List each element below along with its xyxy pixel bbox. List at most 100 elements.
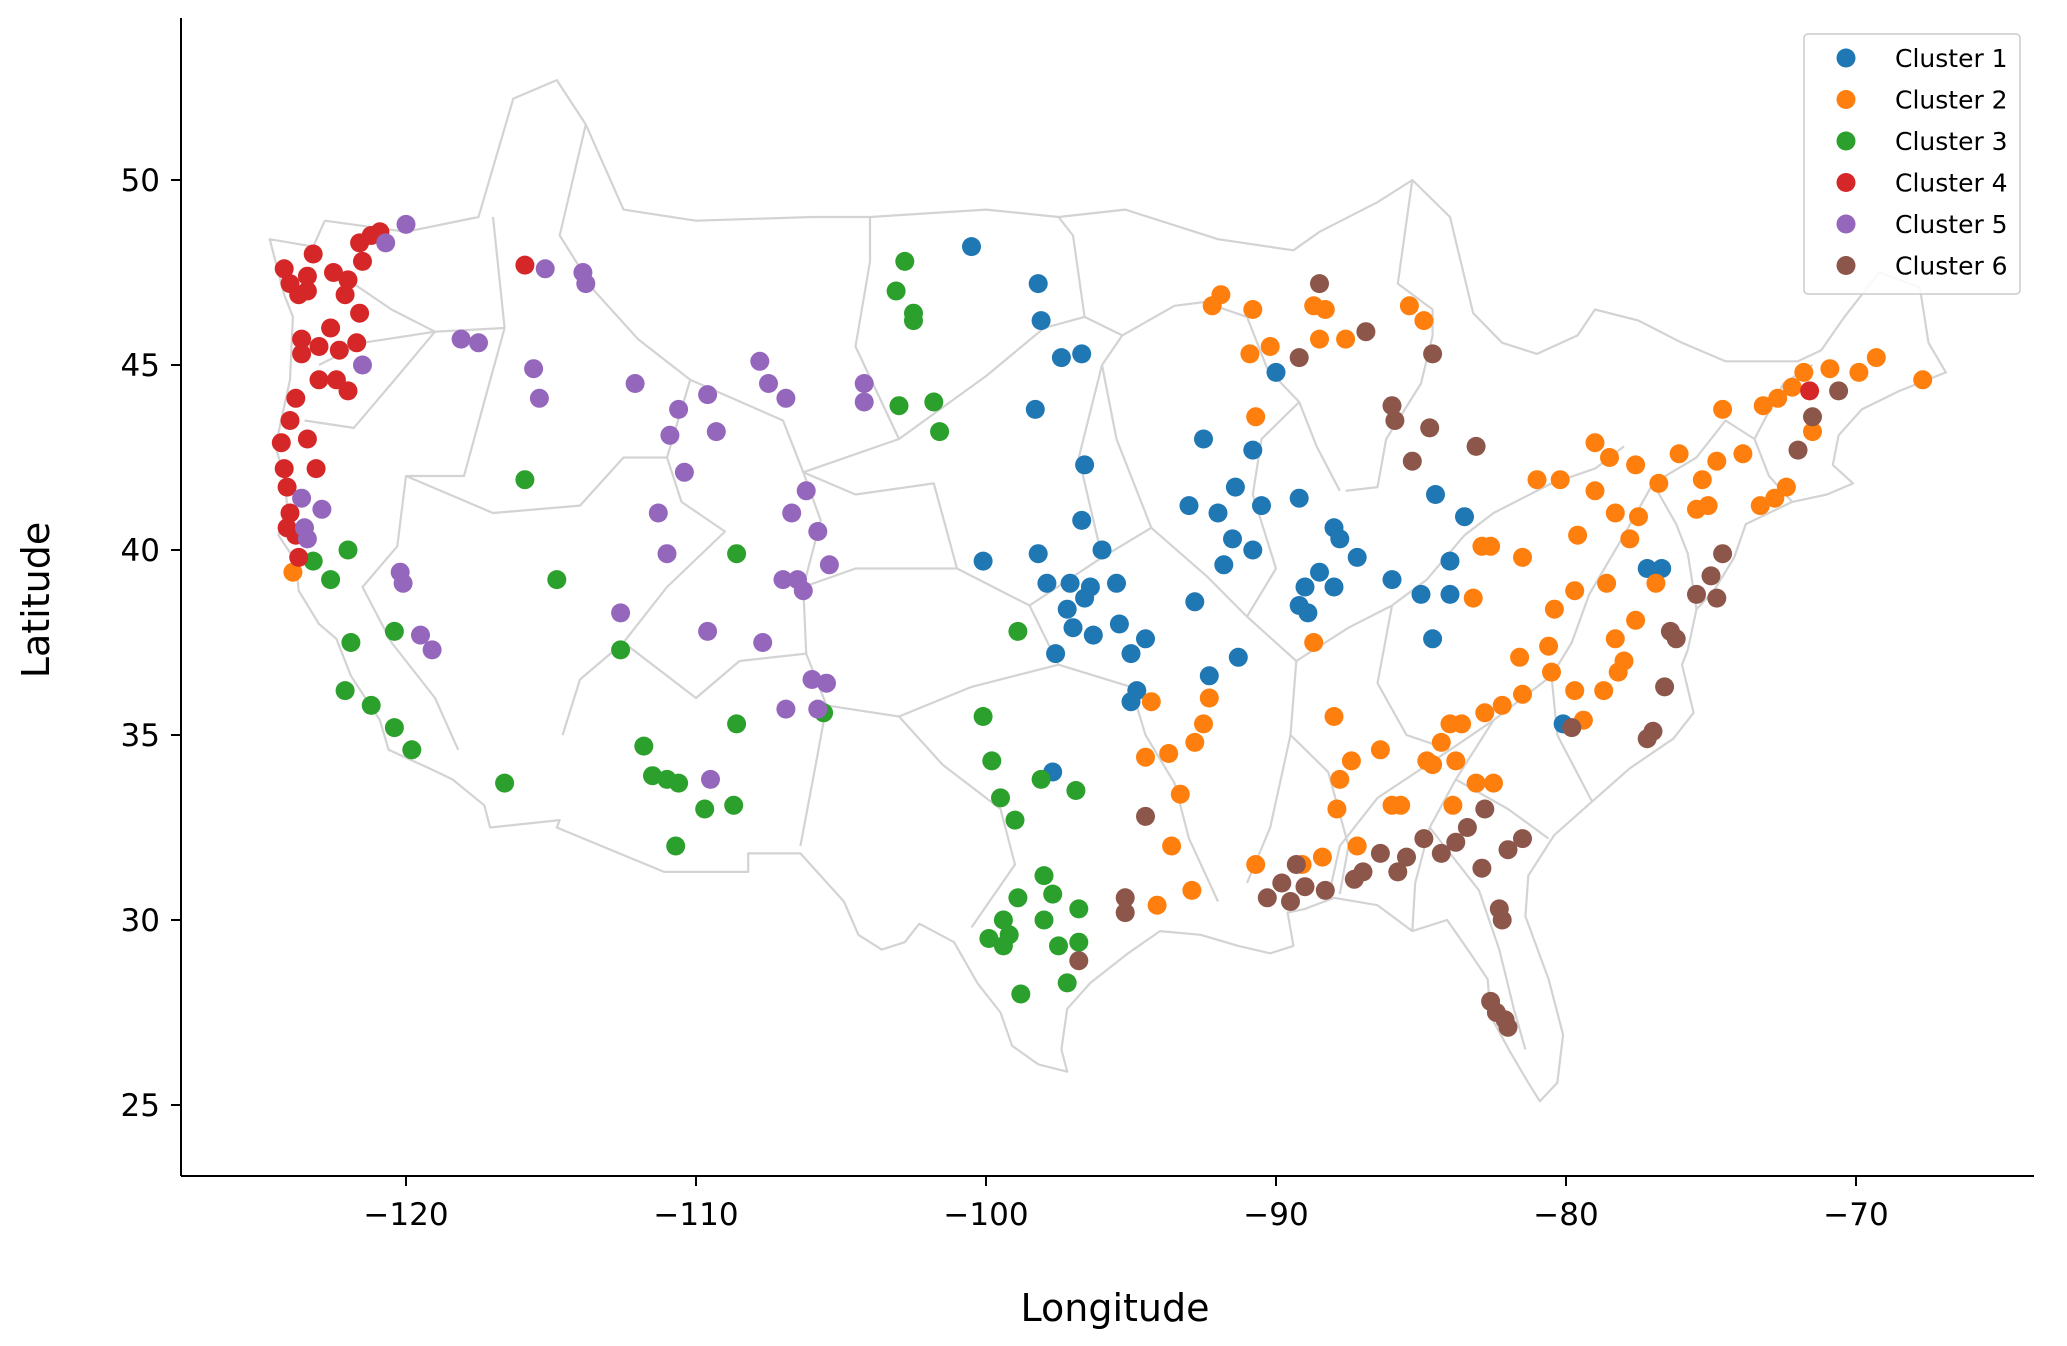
scatter-point-cluster-5: [854, 392, 874, 412]
scatter-point-cluster-3: [999, 925, 1019, 945]
scatter-point-cluster-3: [973, 707, 993, 726]
scatter-point-cluster-3: [321, 570, 341, 590]
scatter-point-cluster-1: [1025, 399, 1045, 419]
scatter-point-cluster-3: [1034, 910, 1054, 930]
legend-label-cluster-6: Cluster 6: [1895, 252, 2008, 281]
scatter-point-cluster-5: [776, 388, 796, 408]
scatter-point-cluster-3: [666, 836, 686, 856]
basemap-boundary: [854, 217, 900, 440]
scatter-point-cluster-3: [993, 910, 1013, 930]
scatter-point-cluster-1: [1092, 540, 1112, 560]
scatter-point-cluster-1: [1652, 559, 1672, 578]
scatter-point-cluster-4: [280, 411, 300, 430]
scatter-point-cluster-1: [1637, 559, 1657, 578]
scatter-point-cluster-5: [648, 503, 668, 523]
scatter-point-cluster-4: [297, 429, 317, 449]
legend-label-cluster-4: Cluster 4: [1895, 169, 2008, 198]
scatter-point-cluster-4: [289, 547, 309, 567]
scatter-point-cluster-1: [1440, 551, 1460, 571]
scatter-point-cluster-1: [1028, 274, 1048, 294]
scatter-point-cluster-1: [1214, 555, 1234, 575]
scatter-point-cluster-2: [1162, 836, 1182, 856]
scatter-point-cluster-5: [524, 359, 544, 379]
y-tick-label: 30: [121, 903, 160, 939]
legend-label-cluster-5: Cluster 5: [1895, 210, 2008, 239]
scatter-point-cluster-6: [1492, 910, 1512, 930]
scatter-point-cluster-5: [773, 570, 793, 590]
scatter-point-cluster-6: [1431, 843, 1451, 863]
scatter-point-cluster-2: [1310, 329, 1329, 349]
scatter-point-cluster-2: [1550, 470, 1570, 490]
scatter-point-cluster-4: [274, 459, 294, 479]
scatter-point-cluster-1: [1060, 573, 1080, 593]
scatter-point-cluster-2: [1794, 362, 1814, 382]
scatter-point-cluster-2: [1585, 433, 1605, 453]
scatter-point-cluster-1: [1225, 477, 1245, 497]
scatter-point-cluster-3: [547, 570, 567, 590]
y-tick-label: 40: [121, 533, 160, 569]
scatter-point-cluster-2: [1713, 399, 1733, 419]
scatter-point-cluster-6: [1272, 873, 1292, 893]
scatter-point-cluster-5: [819, 555, 839, 575]
scatter-point-cluster-4: [350, 233, 370, 253]
scatter-point-cluster-2: [1185, 732, 1205, 752]
scatter-point-cluster-2: [1182, 880, 1202, 900]
scatter-point-cluster-2: [1913, 370, 1933, 390]
scatter-point-cluster-6: [1295, 877, 1315, 897]
scatter-point-cluster-2: [1330, 769, 1350, 789]
scatter-point-cluster-4: [338, 381, 358, 401]
scatter-point-cluster-2: [1776, 477, 1796, 497]
scatter-point-cluster-5: [535, 259, 555, 279]
scatter-point-cluster-6: [1687, 584, 1706, 604]
scatter-point-cluster-2: [1539, 636, 1559, 656]
scatter-point-cluster-3: [338, 540, 358, 560]
scatter-point-cluster-5: [469, 333, 488, 353]
scatter-point-cluster-2: [1620, 529, 1640, 549]
scatter-point-cluster-5: [312, 499, 332, 519]
y-tick-label: 25: [121, 1088, 160, 1124]
scatter-point-cluster-6: [1069, 951, 1089, 971]
scatter-point-cluster-1: [1185, 592, 1205, 612]
basemap-boundary: [1376, 419, 1794, 751]
scatter-point-cluster-1: [1063, 618, 1083, 638]
legend-marker-cluster-4: [1836, 173, 1856, 192]
scatter-point-cluster-1: [1330, 529, 1350, 549]
scatter-point-cluster-6: [1788, 440, 1808, 460]
scatter-point-cluster-3: [930, 422, 950, 442]
basemap-boundary: [1550, 675, 1594, 803]
basemap-boundary: [361, 216, 506, 751]
scatter-point-cluster-2: [1417, 751, 1437, 771]
scatter-point-cluster-2: [1626, 455, 1646, 475]
scatter-point-cluster-5: [753, 633, 773, 652]
scatter-point-cluster-1: [1243, 440, 1263, 460]
scatter-point-cluster-2: [1768, 388, 1788, 408]
scatter-point-cluster-2: [1646, 573, 1666, 593]
scatter-point-cluster-1: [1046, 644, 1066, 664]
scatter-point-cluster-3: [1008, 621, 1028, 641]
scatter-point-cluster-2: [1446, 751, 1466, 771]
scatter-point-cluster-6: [1397, 847, 1416, 867]
basemap-boundary: [1100, 364, 1153, 529]
scatter-point-cluster-2: [1443, 795, 1463, 815]
scatter-point-cluster-1: [1411, 584, 1431, 604]
scatter-point-cluster-2: [1431, 732, 1451, 752]
scatter-point-cluster-6: [1666, 629, 1686, 649]
y-tick-label: 50: [121, 163, 160, 199]
scatter-point-cluster-3: [1031, 769, 1051, 789]
x-tick-label: −120: [363, 1197, 448, 1233]
scatter-point-cluster-3: [384, 718, 404, 738]
scatter-point-cluster-5: [854, 374, 874, 393]
scatter-point-cluster-1: [1289, 488, 1309, 508]
scatter-point-cluster-2: [1492, 695, 1512, 715]
scatter-point-cluster-6: [1115, 903, 1135, 923]
scatter-point-cluster-3: [495, 773, 515, 793]
scatter-point-cluster-1: [1194, 429, 1213, 449]
scatter-point-cluster-1: [1075, 455, 1095, 475]
scatter-point-cluster-3: [1005, 810, 1025, 830]
scatter-point-cluster-5: [706, 422, 726, 442]
scatter-point-cluster-6: [1382, 396, 1402, 416]
scatter-point-cluster-1: [1208, 503, 1228, 523]
scatter-point-cluster-1: [1179, 496, 1199, 516]
scatter-point-cluster-1: [1072, 510, 1092, 530]
scatter-point-cluster-3: [611, 640, 631, 660]
